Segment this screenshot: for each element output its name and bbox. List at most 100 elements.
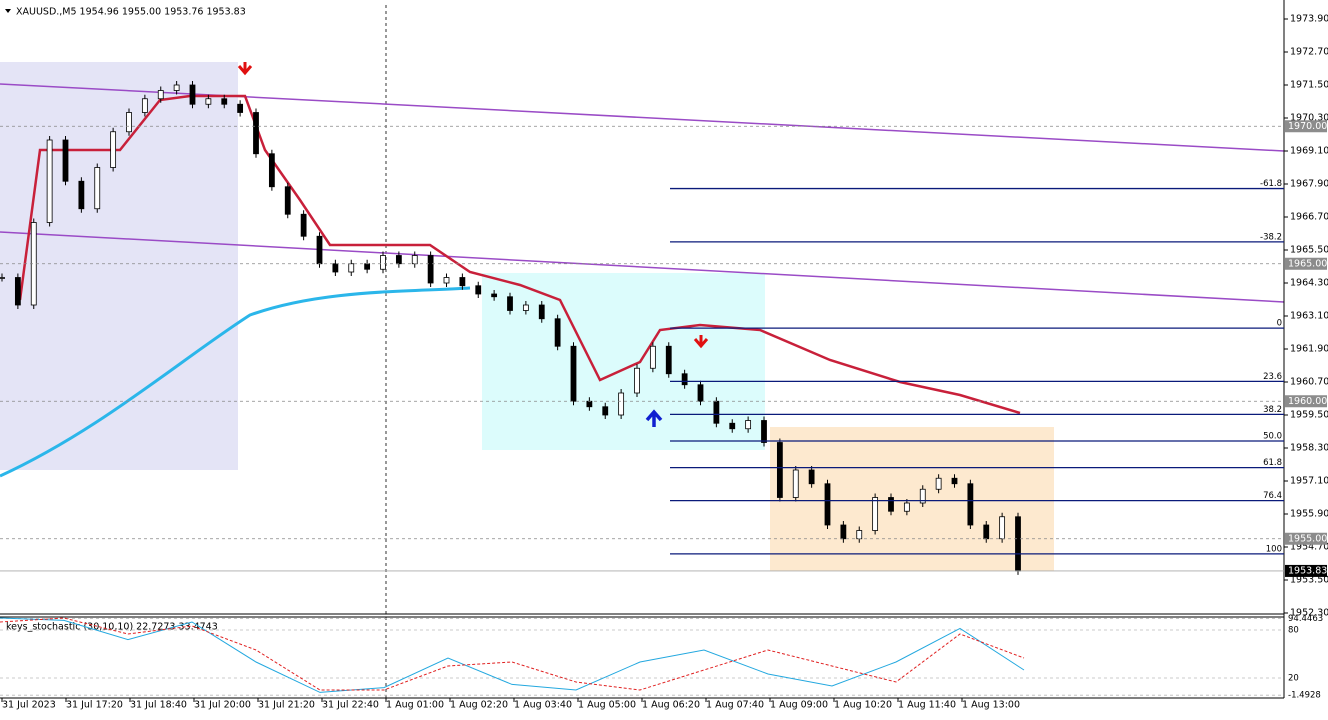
price-marker-bg [1285,532,1327,545]
menu-icon [5,9,11,13]
trendline [0,231,1285,303]
time-label: 1 Aug 10:20 [834,700,892,711]
candle [205,98,212,105]
candle [126,112,132,133]
candle [824,483,831,526]
candle [284,186,291,215]
candle [903,502,910,512]
price-label: 1953.50 [1290,575,1328,586]
zone [482,273,765,450]
candle [157,90,164,100]
fib-label: -61.8 [1260,179,1282,189]
candle [554,318,561,347]
time-label: 1 Aug 06:20 [642,700,700,711]
zone [0,62,238,470]
time-label: 1 Aug 03:40 [514,700,572,711]
candle [665,345,672,375]
candle [475,285,482,295]
zone [770,427,1054,571]
candle [94,167,101,210]
candle [253,112,259,155]
candle [268,153,275,188]
symbol-header: XAUUSD.,M5 1954.96 1955.00 1953.76 1953.… [16,7,246,18]
candle [459,277,466,287]
stoch-tick: -1.4928 [1288,691,1321,701]
candle [649,345,656,369]
time-label: 1 Aug 05:00 [578,700,636,711]
price-label: 1971.50 [1290,80,1328,91]
candle [348,263,355,273]
last-price-bg [1285,564,1327,577]
candle [729,422,736,430]
price-label: 1961.90 [1290,344,1328,355]
price-label: 1972.70 [1290,47,1328,58]
price-label: 1970.30 [1290,113,1328,124]
candle [491,293,498,298]
last-price: 1953.83 [1288,565,1327,576]
price-marker-bg [1285,120,1327,133]
candle [808,469,815,485]
price-label: 1966.70 [1290,212,1328,223]
sell-arrow [237,62,253,76]
sell-arrow [693,335,709,349]
candle [380,255,386,270]
candle [713,400,720,424]
candle [872,497,879,531]
candle [792,469,799,498]
candle [618,392,625,416]
price-label: 1958.30 [1290,443,1328,454]
price-marker: 1970.00 [1288,121,1327,132]
candle [538,304,545,320]
price-marker: 1960.00 [1288,396,1327,407]
price-label: 1963.10 [1290,311,1328,322]
price-marker: 1965.00 [1288,258,1327,269]
fib-label: 0 [1277,319,1282,329]
time-label: 31 Jul 18:40 [130,700,187,711]
time-label: 31 Jul 17:20 [66,700,123,711]
candle [110,131,117,168]
candle [602,406,609,416]
price-marker-bg [1285,395,1327,408]
candle [395,255,402,265]
candle [316,235,323,265]
candle [1015,516,1021,572]
fib-label: 61.8 [1263,458,1282,468]
price-label: 1973.90 [1290,14,1328,25]
candle [761,420,767,443]
candle [570,345,577,402]
candle [776,442,783,498]
candle [634,367,640,394]
price-label: 1959.50 [1290,410,1328,421]
trend-line [18,94,1021,415]
candle [967,483,974,526]
price-label: 1954.70 [1290,542,1328,553]
time-label: 31 Jul 20:00 [194,700,251,711]
candle [919,488,926,504]
price-label: 1955.90 [1290,509,1328,520]
candle [78,180,85,210]
fib-label: 38.2 [1263,405,1282,415]
stoch-tick: 20 [1288,674,1299,684]
fib-label: 76.4 [1263,491,1282,501]
candle [46,139,53,223]
price-label: 1960.70 [1290,377,1328,388]
candle [999,516,1006,540]
price-label: 1965.50 [1290,245,1328,256]
candle [237,103,244,113]
price-label: 1967.90 [1290,179,1328,190]
candle [364,263,371,270]
candle [62,139,69,182]
candle [141,98,148,113]
candle [14,277,21,306]
candle [189,84,196,105]
candle [681,373,688,386]
price-marker: 1955.00 [1288,533,1327,544]
candle [173,84,180,91]
time-label: 31 Jul 2023 [2,700,56,711]
candle [888,497,894,512]
candle [586,400,593,408]
stoch-main [0,617,1025,693]
price-label: 1969.10 [1290,146,1328,157]
time-label: 1 Aug 07:40 [706,700,764,711]
